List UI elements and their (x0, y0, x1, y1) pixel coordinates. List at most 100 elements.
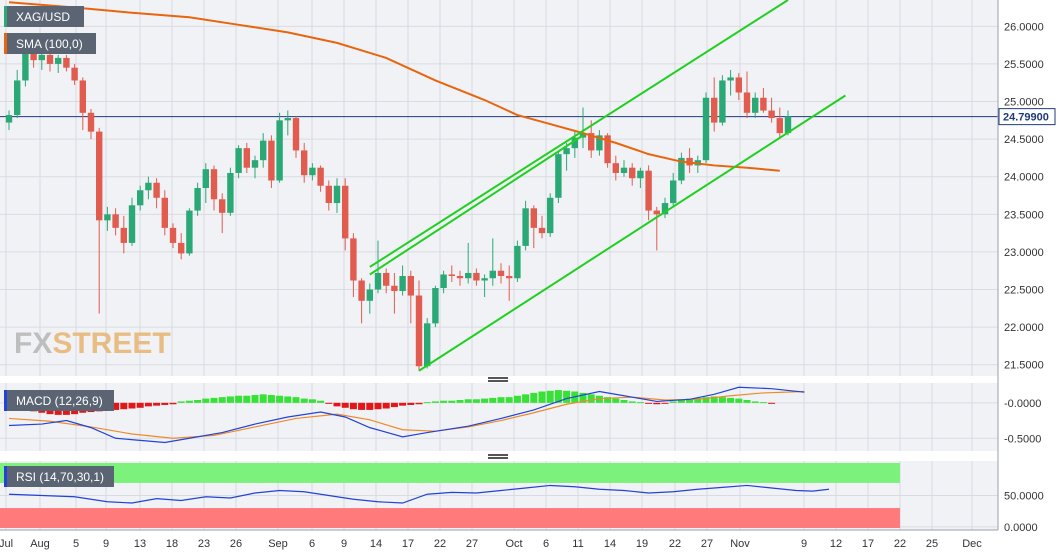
sma-label[interactable]: SMA (100,0) (4, 33, 96, 54)
macd-histogram-bar (440, 400, 448, 403)
y-tick-label: 26.0000 (1004, 21, 1044, 33)
macd-histogram-bar (194, 400, 202, 403)
macd-histogram-bar (390, 402, 398, 408)
candle-body (653, 210, 660, 215)
candle-body (292, 118, 300, 151)
candle (120, 215, 127, 254)
x-tick-label: 22 (434, 538, 446, 550)
trend-channel-line (418, 94, 846, 372)
candle (284, 110, 291, 136)
macd-histogram-bar (587, 394, 595, 403)
macd-histogram-bar (308, 399, 316, 403)
macd-histogram-bar (497, 397, 505, 403)
candle-body (325, 185, 332, 204)
macd-histogram-bar (710, 396, 718, 403)
candle (743, 71, 751, 119)
macd-histogram-bar (267, 395, 275, 403)
y-tick-label: 21.5000 (1004, 360, 1044, 372)
macd-histogram-bar (645, 402, 653, 404)
candle (670, 172, 677, 207)
candle-body (702, 97, 710, 161)
candle-body (415, 295, 423, 367)
candle-body (497, 270, 505, 276)
candle-body (276, 120, 283, 181)
candle (317, 165, 324, 192)
candle-body (22, 48, 29, 81)
macd-histogram-bar (448, 400, 456, 403)
macd-histogram-bar (169, 402, 177, 405)
candle (374, 240, 382, 294)
x-tick-label: 17 (862, 538, 874, 550)
candle (309, 163, 316, 181)
candle-body (514, 245, 521, 279)
macd-y-tick-label: -0.5000 (1004, 433, 1041, 445)
panel-divider-macd[interactable] (488, 377, 508, 382)
candle-body (424, 323, 431, 367)
candle (333, 178, 341, 213)
macd-histogram-bar (735, 398, 743, 403)
candle-body (784, 116, 792, 134)
rsi-label[interactable]: RSI (14,70,30,1) (4, 466, 114, 487)
candle-body (620, 167, 628, 173)
rsi-line (8, 484, 830, 504)
macd-histogram-bar (546, 390, 554, 403)
candle-body (637, 170, 644, 179)
candle (383, 268, 390, 294)
macd-histogram-bar (718, 397, 726, 403)
candle (784, 110, 792, 136)
candle-body (71, 67, 78, 81)
candle (489, 238, 496, 286)
macd-histogram-bar (399, 402, 407, 406)
x-tick-label: 22 (894, 538, 906, 550)
price-layer (0, 0, 998, 372)
panel-divider-rsi[interactable] (488, 454, 508, 459)
candle (604, 133, 611, 168)
candle-body (522, 208, 529, 246)
candle (325, 180, 332, 211)
rsi-overbought-band (0, 463, 900, 483)
macd-histogram-bar (423, 402, 431, 404)
candle-body (432, 288, 439, 324)
candle (727, 69, 734, 96)
macd-label[interactable]: MACD (12,26,9) (4, 390, 114, 411)
macd-histogram-bar (259, 394, 267, 403)
candle-body (251, 160, 259, 168)
macd-histogram-bar (128, 402, 136, 409)
candle-body (153, 182, 160, 198)
current-price-tag: 24.79900 (998, 108, 1056, 126)
candle (145, 176, 152, 200)
candle-body (243, 148, 250, 168)
x-tick-label: 27 (701, 538, 713, 550)
x-tick-label: Dec (962, 538, 982, 550)
macd-histogram-bar (595, 395, 603, 403)
candle (547, 193, 554, 237)
candle (440, 270, 447, 294)
symbol-label[interactable]: XAG/USD (4, 6, 84, 27)
candle (14, 69, 21, 119)
macd-line (8, 386, 805, 444)
axis-layer: Jul Aug 5 9 13 18 23 26 Sep 6 9 14 17 22 27 Oct 6 11 14 19 2… (0, 0, 1044, 550)
candle (653, 206, 660, 251)
macd-histogram-bar (300, 398, 308, 403)
candle (169, 223, 177, 249)
candle (506, 265, 513, 301)
candle (210, 165, 218, 211)
candle-body (194, 188, 201, 211)
candle-body (456, 275, 464, 279)
candle (251, 155, 259, 179)
candle-body (448, 274, 455, 276)
rsi-y-tick-label: 50.0000 (1004, 491, 1044, 503)
candle-body (169, 227, 177, 243)
macd-histogram-bar (284, 396, 292, 403)
candle (161, 190, 168, 236)
macd-histogram-bar (636, 402, 644, 404)
candle-body (489, 270, 496, 279)
macd-histogram-bar (112, 402, 120, 410)
y-tick-label: 24.0000 (1004, 172, 1044, 184)
candle (612, 155, 619, 181)
x-tick-label: 6 (543, 538, 549, 550)
candle-body (604, 135, 611, 164)
candle-body (612, 163, 619, 173)
candle-body (55, 57, 62, 64)
candle (415, 280, 423, 371)
